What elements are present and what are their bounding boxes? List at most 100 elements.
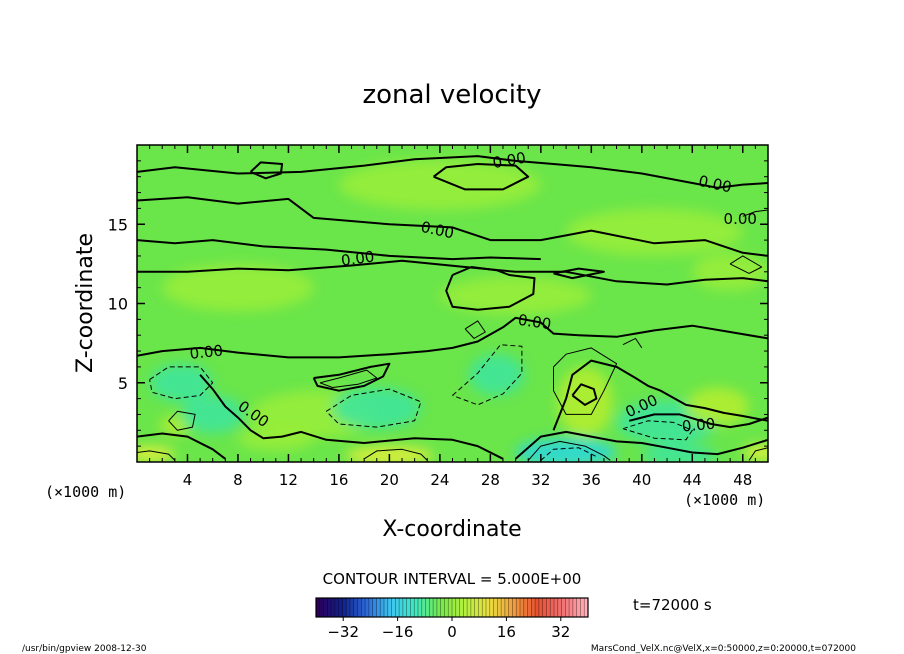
colorbar-swatch: [470, 598, 475, 617]
x-tick-label: 48: [733, 471, 752, 489]
colorbar-swatch: [319, 598, 324, 617]
colorbar-swatch: [350, 598, 355, 617]
colorbar-swatch: [395, 598, 400, 617]
contour-label: 0.00: [724, 210, 757, 228]
colorbar-tick-label: −16: [382, 623, 414, 641]
colorbar-swatch: [584, 598, 589, 617]
field-patch: [685, 387, 750, 426]
contour-line-negative: [149, 366, 214, 400]
colorbar-swatch: [523, 598, 528, 617]
colorbar-swatch: [425, 598, 430, 617]
contour-line: [527, 440, 611, 461]
contour-line: [319, 369, 378, 388]
colorbar-swatch: [565, 598, 570, 617]
y-axis-label: Z-coordinate: [73, 233, 98, 373]
colorbar-swatch: [569, 598, 574, 617]
colorbar: [315, 597, 589, 618]
colorbar-swatch: [448, 598, 453, 617]
contour-line: [137, 196, 768, 257]
colorbar-swatch: [414, 598, 419, 617]
colorbar-swatch: [444, 598, 449, 617]
colorbar-swatch: [346, 598, 351, 617]
colorbar-swatch: [316, 598, 321, 617]
colorbar-tick-label: 32: [551, 623, 570, 641]
contour-line: [137, 432, 226, 460]
field-patch: [149, 363, 213, 402]
colorbar-swatch: [433, 598, 438, 617]
colorbar-swatch: [489, 598, 494, 617]
colorbar-swatch: [580, 598, 585, 617]
plot-area: 0.000.000.000.000.000.000.000.00 0.000.00: [137, 145, 768, 462]
colorbar-swatch: [576, 598, 581, 617]
x-unit-label-right: (×1000 m): [684, 491, 765, 509]
contour-line: [622, 337, 643, 349]
contour-line: [137, 155, 768, 189]
contour-line: [729, 255, 763, 274]
colorbar-swatch: [572, 598, 577, 617]
colorbar-swatch: [554, 598, 559, 617]
contour-line: [199, 374, 504, 460]
contour-line: [553, 267, 605, 280]
x-tick-label: 28: [481, 471, 500, 489]
contour-line: [628, 413, 768, 429]
colorbar-swatch: [527, 598, 532, 617]
colorbar-swatch: [440, 598, 445, 617]
contour-line-negative: [325, 388, 422, 428]
y-tick-label: 15: [108, 215, 128, 234]
colorbar-swatch: [342, 598, 347, 617]
colorbar-swatch: [501, 598, 506, 617]
colorbar-swatch: [486, 598, 491, 617]
x-tick-label: 20: [380, 471, 399, 489]
field-patch: [439, 276, 592, 315]
colorbar-swatch: [546, 598, 551, 617]
x-tick-label: 12: [279, 471, 298, 489]
colorbar-swatch: [410, 598, 415, 617]
colorbar-swatch: [387, 598, 392, 617]
colorbar-swatch: [361, 598, 366, 617]
contour-line-negative: [452, 344, 523, 406]
x-tick-label: 40: [632, 471, 651, 489]
colorbar-swatch: [535, 598, 540, 617]
contour-label: 0.00: [517, 311, 553, 333]
y-tick-label: 5: [118, 374, 128, 393]
colorbar-swatch: [459, 598, 464, 617]
colorbar-swatch: [376, 598, 381, 617]
colorbar-swatch: [380, 598, 385, 617]
contour-label: 0.00: [340, 247, 376, 269]
colorbar-swatch: [557, 598, 562, 617]
colorbar-swatch: [368, 598, 373, 617]
field-patch: [162, 263, 314, 312]
x-tick-label: 36: [582, 471, 601, 489]
colorbar-swatch: [372, 598, 377, 617]
field-patch: [338, 159, 541, 210]
colorbar-swatch: [512, 598, 517, 617]
colorbar-swatch: [338, 598, 343, 617]
field-patch: [742, 444, 768, 461]
contour-label: 0.00: [491, 149, 527, 173]
colorbar-swatch: [406, 598, 411, 617]
colorbar-swatch: [436, 598, 441, 617]
contour-label: 0.00: [189, 341, 224, 362]
contour-line: [363, 448, 428, 461]
colorbar-swatch: [478, 598, 483, 617]
colorbar-swatch: [550, 598, 555, 617]
colorbar-swatch: [418, 598, 423, 617]
x-tick-label: 8: [233, 471, 243, 489]
colorbar-swatch: [508, 598, 513, 617]
contour-line-negative: [540, 447, 598, 461]
colorbar-swatch: [455, 598, 460, 617]
colorbar-swatch: [331, 598, 336, 617]
field-patch: [237, 425, 314, 451]
colorbar-swatch: [334, 598, 339, 617]
x-tick-label: 4: [183, 471, 193, 489]
field-patch: [332, 387, 421, 429]
field-patch: [641, 444, 718, 462]
colorbar-swatch: [323, 598, 328, 617]
field-patch: [557, 366, 613, 437]
contour-line: [464, 320, 486, 339]
contour-line: [137, 316, 768, 359]
contour-line: [553, 347, 618, 415]
colorbar-swatch: [357, 598, 362, 617]
contour-label: 0.00: [681, 415, 716, 436]
contour-line: [249, 161, 284, 180]
